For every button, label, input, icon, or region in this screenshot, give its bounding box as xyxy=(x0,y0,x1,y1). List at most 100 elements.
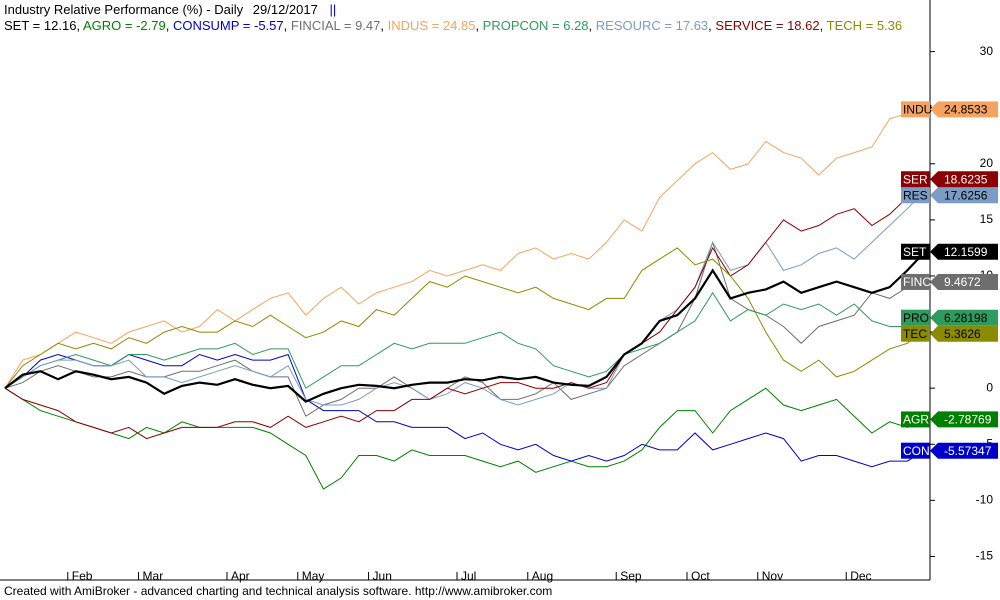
x-tick-label: Mar xyxy=(143,569,164,583)
legend-name: CONSUMP xyxy=(172,18,240,33)
x-tick-label: Dec xyxy=(850,569,871,583)
end-name-box xyxy=(901,309,930,326)
end-value-box xyxy=(930,411,998,428)
legend-name: SERVICE xyxy=(715,18,773,33)
legend-value: -5.57 xyxy=(254,18,284,33)
end-value: 9.4672 xyxy=(944,275,981,289)
x-tick-label: Aug xyxy=(532,569,553,583)
end-name: AGR xyxy=(903,413,929,427)
y-tick-label: 20 xyxy=(980,156,994,170)
legend-item: CONSUMP = -5.57 xyxy=(173,18,284,33)
end-value-box xyxy=(930,187,998,204)
end-value: -5.57347 xyxy=(944,444,992,458)
legend-name: AGRO xyxy=(82,18,122,33)
x-tick-label: Apr xyxy=(231,569,250,583)
end-value: -2.78769 xyxy=(944,413,992,427)
end-value: 5.3626 xyxy=(944,327,981,341)
legend-value: 24.85 xyxy=(442,18,476,33)
legend-separator: = xyxy=(862,18,877,33)
end-value: 12.1599 xyxy=(944,245,988,259)
legend: SET = 12.16, AGRO = -2.79, CONSUMP = -5.… xyxy=(4,18,924,34)
end-value-box xyxy=(930,442,998,459)
legend-value: 6.28 xyxy=(563,18,589,33)
end-name: TEC xyxy=(903,327,927,341)
end-name: INDU xyxy=(903,103,932,117)
legend-delimiter: , xyxy=(708,18,716,33)
y-tick-label: 15 xyxy=(980,212,994,226)
marker: || xyxy=(329,2,337,17)
x-tick-label: Sep xyxy=(620,569,642,583)
legend-item: FINCIAL = 9.47 xyxy=(291,18,381,33)
legend-value: 5.36 xyxy=(876,18,903,33)
end-name: PRO xyxy=(903,311,929,325)
end-name-box xyxy=(901,273,930,290)
x-tick-label: Nov xyxy=(762,569,783,583)
end-value-box xyxy=(930,325,998,342)
end-name-box xyxy=(901,101,930,118)
title-line: Industry Relative Performance (%) - Dail… xyxy=(4,2,924,18)
y-tick-label: -10 xyxy=(976,493,994,507)
legend-item: SERVICE = 18.62 xyxy=(715,18,819,33)
end-name-box xyxy=(901,243,930,260)
legend-delimiter: , xyxy=(819,18,827,33)
series-line xyxy=(4,178,926,440)
legend-value: 17.63 xyxy=(675,18,709,33)
series-line xyxy=(4,247,926,389)
x-tick-label: Feb xyxy=(72,569,93,583)
y-tick-label: -15 xyxy=(976,549,994,563)
legend-item: AGRO = -2.79 xyxy=(83,18,166,33)
legend-separator: = xyxy=(340,18,356,33)
legend-name: SET xyxy=(4,18,30,33)
end-value: 24.8533 xyxy=(944,103,988,117)
end-name: SER xyxy=(903,172,928,186)
end-value: 18.6235 xyxy=(944,172,988,186)
legend-separator: = xyxy=(121,18,137,33)
end-name: CON xyxy=(903,444,930,458)
x-tick-label: Jun xyxy=(373,569,392,583)
chart-date: 29/12/2017 xyxy=(252,2,318,17)
end-name-box xyxy=(901,411,930,428)
end-name-box xyxy=(901,442,930,459)
legend-name: INDUS xyxy=(387,18,429,33)
legend-delimiter: , xyxy=(475,18,483,33)
legend-item: RESOURC = 17.63 xyxy=(596,18,708,33)
series-line xyxy=(4,190,926,406)
legend-separator: = xyxy=(548,18,564,33)
series-line xyxy=(4,250,926,403)
legend-name: FINCIAL xyxy=(290,18,341,33)
legend-delimiter: , xyxy=(165,18,173,33)
x-tick-label: May xyxy=(302,569,325,583)
series-line xyxy=(4,387,926,490)
end-value-box xyxy=(930,273,998,290)
end-name-box xyxy=(901,171,930,188)
legend-value: 12.16 xyxy=(43,18,77,33)
legend-delimiter: , xyxy=(76,18,83,33)
series-line xyxy=(4,353,926,468)
legend-value: -2.79 xyxy=(136,18,166,33)
x-tick-label: Oct xyxy=(691,569,710,583)
series-line xyxy=(4,240,926,417)
end-value-box xyxy=(930,101,998,118)
chart-title: Industry Relative Performance (%) - Dail… xyxy=(4,2,244,17)
legend-item: TECH = 5.36 xyxy=(827,18,903,33)
end-value-box xyxy=(930,243,998,260)
end-name: FINC xyxy=(903,275,931,289)
legend-item: INDUS = 24.85 xyxy=(388,18,476,33)
legend-delimiter: , xyxy=(380,18,388,33)
y-tick-label: 0 xyxy=(986,380,993,394)
legend-delimiter: , xyxy=(588,18,596,33)
legend-separator: = xyxy=(660,18,676,33)
legend-name: PROPCON xyxy=(482,18,549,33)
end-name: SET xyxy=(903,245,927,259)
legend-delimiter: , xyxy=(283,18,291,33)
legend-separator: = xyxy=(428,18,443,33)
end-value: 6.28198 xyxy=(944,311,988,325)
legend-item: SET = 12.16 xyxy=(4,18,76,33)
legend-value: 9.47 xyxy=(355,18,381,33)
legend-name: RESOURC xyxy=(595,18,661,33)
legend-name: TECH xyxy=(826,18,863,33)
header: Industry Relative Performance (%) - Dail… xyxy=(4,2,924,34)
end-name-box xyxy=(901,187,930,204)
